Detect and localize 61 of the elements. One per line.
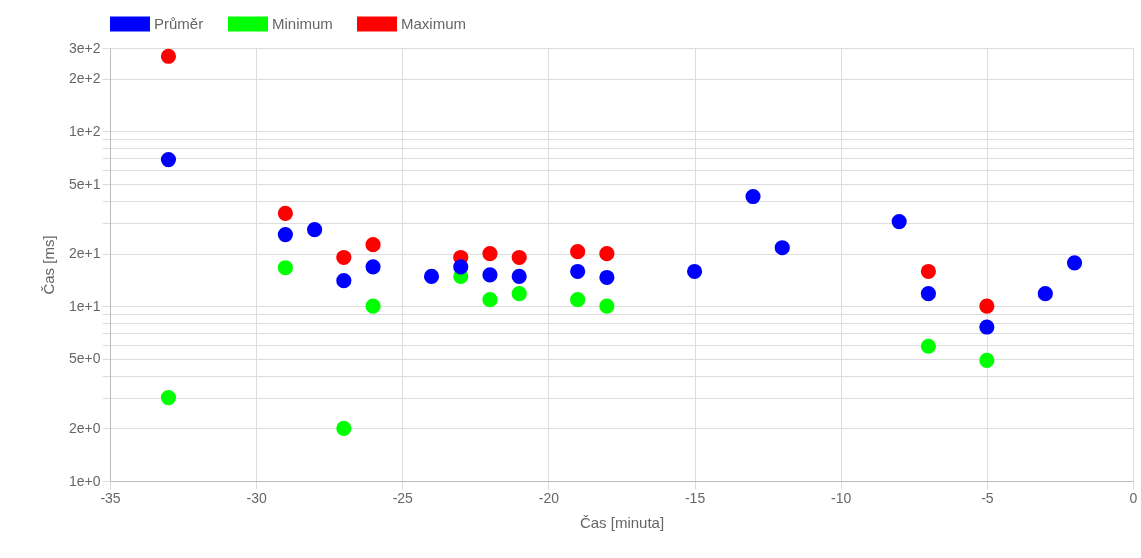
point <box>423 268 440 285</box>
y-tick-label: 5e+1 <box>68 175 101 192</box>
point <box>570 244 586 260</box>
y-tick-label: 5e+0 <box>68 350 101 367</box>
point <box>511 268 527 285</box>
point <box>774 240 790 256</box>
y-tick-label: 2e+2 <box>68 70 101 87</box>
point <box>599 246 615 262</box>
x-tick-label: -30 <box>246 489 267 506</box>
point <box>511 286 527 302</box>
x-tick-label: -35 <box>100 489 121 506</box>
point <box>686 263 703 280</box>
y-tick-label: 1e+1 <box>68 297 101 314</box>
point <box>979 352 995 368</box>
y-tick-label: 2e+1 <box>68 245 101 262</box>
point <box>599 269 615 286</box>
point <box>365 259 381 275</box>
point <box>511 249 527 266</box>
point <box>745 188 761 205</box>
point <box>160 390 177 406</box>
y-tick-label: 3e+2 <box>68 39 101 56</box>
point <box>920 286 936 302</box>
x-tick-label: -5 <box>981 489 994 506</box>
point <box>277 260 293 276</box>
point <box>482 246 498 262</box>
point <box>570 292 586 308</box>
point <box>979 298 995 314</box>
legend-label: Minimum <box>272 15 333 32</box>
point <box>307 222 323 238</box>
point <box>336 420 352 436</box>
point <box>277 226 293 243</box>
x-axis-title: Čas [minuta] <box>579 513 665 531</box>
point <box>365 237 381 253</box>
point <box>336 249 352 266</box>
x-tick-label: 0 <box>1129 489 1138 506</box>
legend-label: Průměr <box>154 15 204 32</box>
point <box>365 298 381 314</box>
point <box>160 48 177 64</box>
point <box>453 259 469 275</box>
y-tick-label: 1e+0 <box>68 472 101 489</box>
x-tick-label: -25 <box>392 489 414 506</box>
point <box>1066 255 1083 271</box>
point <box>570 263 586 280</box>
point <box>599 298 615 314</box>
point <box>336 273 352 289</box>
point <box>482 267 498 283</box>
point <box>891 213 907 230</box>
point <box>160 152 177 168</box>
y-tick-label: 1e+2 <box>68 122 101 139</box>
point <box>482 292 498 308</box>
point <box>1037 286 1053 302</box>
point <box>979 319 995 335</box>
y-tick-label: 2e+0 <box>68 419 101 436</box>
x-tick-label: -10 <box>831 489 852 506</box>
legend-label: Maximum <box>401 15 467 32</box>
point <box>920 263 936 280</box>
y-axis-title: Čas [ms] <box>39 235 57 295</box>
point <box>920 338 936 354</box>
point <box>277 205 293 221</box>
x-tick-label: -15 <box>684 489 706 506</box>
x-tick-label: -20 <box>538 489 560 506</box>
